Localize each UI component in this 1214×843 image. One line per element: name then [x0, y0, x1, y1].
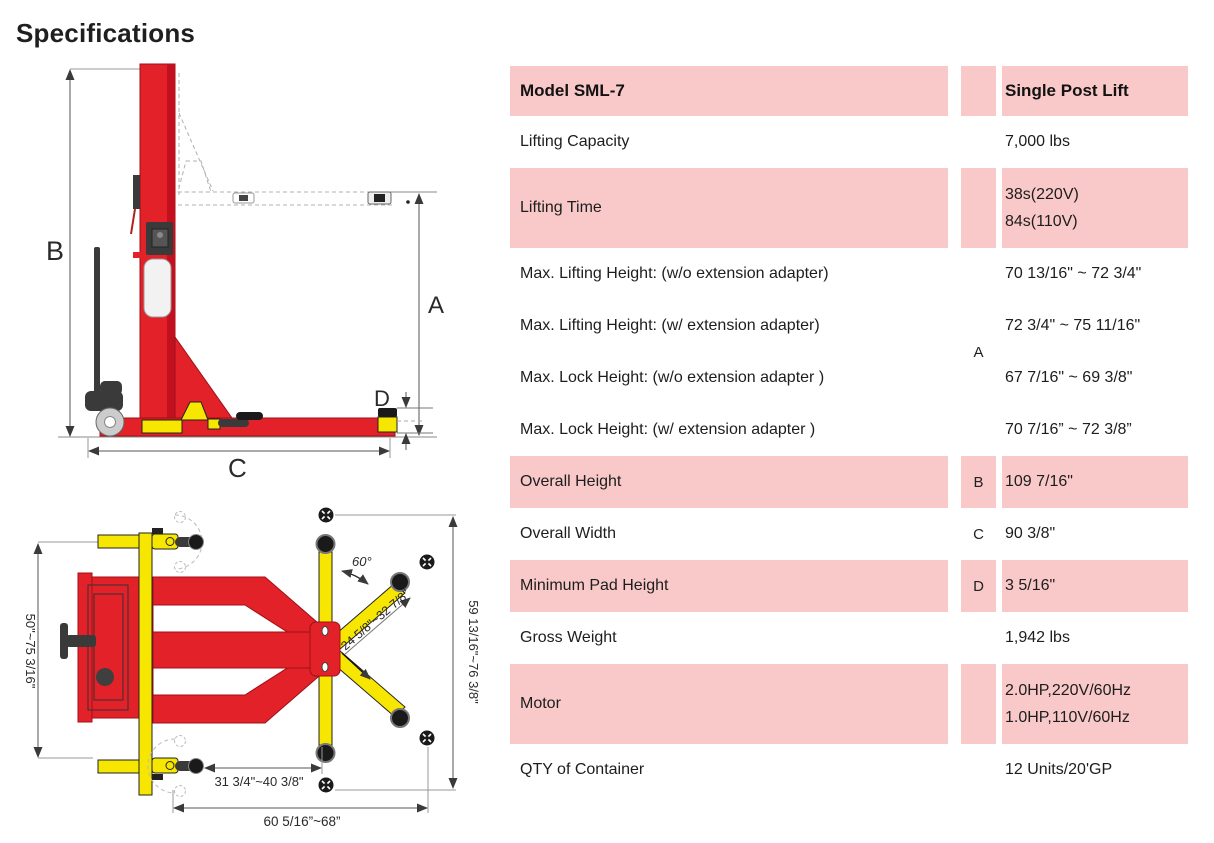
dimension-left-range: 50"~75 3/16"	[23, 541, 98, 759]
dimension-base-span: 60 5/16”~68”	[172, 747, 429, 829]
carriage-control-box	[146, 222, 173, 255]
row-label-qty-container: QTY of Container	[520, 761, 645, 778]
row-value-lifting-time: 38s(220V) 84s(110V)	[1002, 168, 1188, 248]
row-value-motor: 2.0HP,220V/60Hz 1.0HP,110V/60Hz	[1002, 664, 1188, 744]
dim-b-label: B	[46, 236, 64, 266]
lifting-time-110v: 84s(110V)	[1005, 213, 1078, 230]
phantom-pad-2	[367, 191, 392, 205]
hydraulic-cylinder	[143, 258, 172, 318]
row-letter-motor	[961, 664, 996, 744]
row-label-max-lift-w: Max. Lifting Height: (w/ extension adapt…	[520, 317, 820, 334]
row-value-min-pad-height: 3 5/16"	[1002, 560, 1188, 612]
release-lever	[130, 208, 136, 235]
front-bottom-swing-arm	[97, 735, 204, 797]
dimension-right-range: 59 13/16"~76 3/8"	[335, 514, 481, 791]
dim-d-label: D	[374, 386, 390, 411]
pallet-jack-handle	[85, 247, 125, 437]
row-label-max-lift-wo: Max. Lifting Height: (w/o extension adap…	[520, 265, 829, 282]
pad-span-label: 31 3/4"~40 3/8"	[214, 774, 303, 789]
row-value-overall-width: 90 3/8"	[1005, 525, 1056, 542]
dim-a-label: A	[428, 292, 444, 319]
base-span-label: 60 5/16”~68”	[264, 814, 341, 829]
angle-annotation: 60°	[341, 554, 372, 585]
rear-pad-top	[315, 534, 336, 554]
row-label-lifting-capacity: Lifting Capacity	[520, 133, 630, 150]
front-top-swing-arm	[97, 511, 204, 573]
row-value-lifting-capacity: 7,000 lbs	[1005, 133, 1070, 150]
pallet-truck-outline	[87, 584, 129, 711]
jack-handle-top	[60, 623, 96, 659]
row-label-max-lock-w: Max. Lock Height: (w/ extension adapter …	[520, 421, 816, 438]
row-value-max-lock-wo: 67 7/16" ~ 69 3/8"	[1005, 369, 1133, 386]
rear-pad-bottom	[315, 743, 336, 763]
row-value-overall-height: 109 7/16"	[1002, 456, 1188, 508]
motor-110v: 1.0HP,110V/60Hz	[1005, 709, 1130, 726]
motor-220v: 2.0HP,220V/60Hz	[1005, 682, 1132, 699]
dimension-pad-span: 31 3/4"~40 3/8"	[204, 747, 323, 789]
row-value-qty-container: 12 Units/20'GP	[1005, 761, 1113, 778]
dimension-d: D	[374, 386, 433, 450]
phantom-pad-1	[232, 192, 255, 204]
row-label-lifting-time: Lifting Time	[510, 168, 948, 248]
dimension-b: B	[46, 68, 140, 437]
page-title: Specifications	[16, 18, 196, 48]
phantom-raised-arm	[177, 73, 392, 206]
arm-range-label: 24 5/8"~32 7/8"	[338, 587, 412, 653]
rear-hub	[309, 621, 341, 677]
dim-c-label: C	[228, 453, 247, 480]
row-value-max-lift-wo: 70 13/16" ~ 72 3/4"	[1005, 265, 1142, 282]
row-value-max-lock-w: 70 7/16” ~ 72 3/8”	[1005, 421, 1132, 438]
table-header-product: Single Post Lift	[1002, 66, 1188, 116]
row-value-max-lift-w: 72 3/4" ~ 75 11/16"	[1005, 317, 1141, 334]
row-label-min-pad-height: Minimum Pad Height	[510, 560, 948, 612]
front-beam	[138, 532, 153, 796]
table-header-letter-spacer	[961, 66, 996, 116]
dimension-a: A	[406, 193, 444, 436]
row-label-motor: Motor	[510, 664, 948, 744]
row-label-max-lock-wo: Max. Lock Height: (w/o extension adapter…	[520, 369, 825, 386]
carriage-bracket	[133, 252, 146, 258]
row-value-gross-weight: 1,942 lbs	[1005, 629, 1070, 646]
dimension-c: C	[87, 438, 391, 480]
base-gusset	[174, 335, 233, 419]
left-range-label: 50"~75 3/16"	[23, 614, 38, 689]
rear-diagonal-arm-lower	[328, 649, 410, 728]
row-letter-overall-width: C	[973, 525, 984, 543]
row-letter-min-pad-height: D	[961, 560, 996, 612]
spec-table: Model SML-7 Single Post Lift Lifting Cap…	[510, 66, 1188, 796]
row-letter-lifting-time	[961, 168, 996, 248]
column-sensor-strip	[133, 175, 140, 209]
right-range-label: 59 13/16"~76 3/8"	[466, 600, 481, 704]
row-letter-overall-height: B	[961, 456, 996, 508]
rear-diagonal-arm-upper	[328, 572, 410, 651]
caster-wheels	[318, 507, 435, 793]
table-header-model: Model SML-7	[510, 66, 948, 116]
row-label-gross-weight: Gross Weight	[520, 629, 617, 646]
body-roller	[96, 668, 114, 686]
top-view-diagram: 50"~75 3/16" 59 13/16"~76 3/8"	[23, 507, 481, 829]
lift-pads	[141, 401, 423, 434]
merged-letter-a: A	[973, 343, 984, 361]
lifting-time-220v: 38s(220V)	[1005, 186, 1079, 203]
angle-label: 60°	[352, 554, 372, 569]
side-view-diagram: B A	[46, 63, 444, 480]
row-label-overall-height: Overall Height	[510, 456, 948, 508]
row-label-overall-width: Overall Width	[520, 525, 617, 542]
